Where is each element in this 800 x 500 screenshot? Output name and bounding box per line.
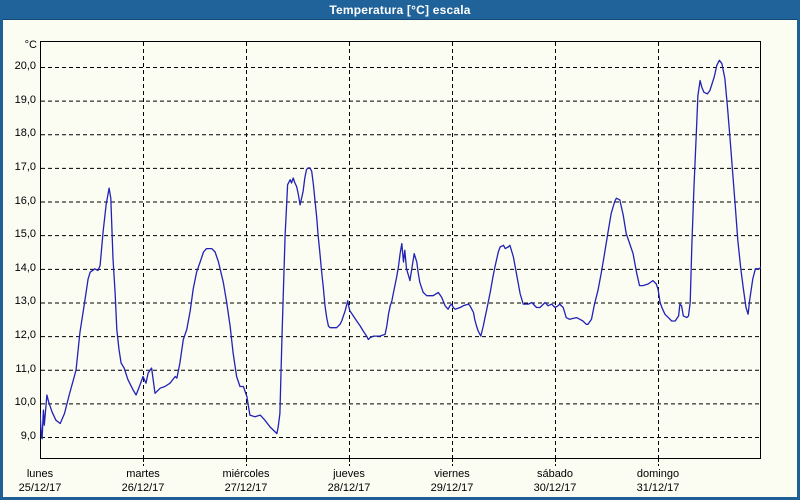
- day-date: 31/12/17: [636, 482, 680, 494]
- day-date: 26/12/17: [121, 482, 165, 494]
- day-name: lunes: [26, 468, 54, 480]
- y-axis-tick-label: 19,0: [14, 93, 36, 106]
- x-axis-day-label: miércoles 27/12/17: [198, 467, 294, 495]
- plot-area: [40, 41, 761, 466]
- y-axis-tick-label: 15,0: [14, 228, 36, 241]
- plot-frame: [40, 41, 761, 459]
- window-titlebar[interactable]: Temperatura [°C] escala: [0, 0, 800, 20]
- day-name: martes: [126, 468, 160, 480]
- y-axis-tick-label: 11,0: [15, 362, 36, 375]
- x-axis-day-label: lunes 25/12/17: [0, 467, 88, 495]
- temperature-chart-svg: [40, 41, 761, 466]
- x-axis-day-label: sábado 30/12/17: [507, 467, 603, 495]
- x-axis-day-label: jueves 28/12/17: [301, 467, 397, 495]
- y-axis-tick-label: 13,0: [14, 295, 36, 308]
- y-axis-tick-label: 10,0: [14, 396, 36, 409]
- y-axis-tick-label: 9,0: [20, 430, 36, 442]
- x-axis-day-label: martes 26/12/17: [95, 467, 191, 495]
- window-title: Temperatura [°C] escala: [329, 2, 471, 17]
- window-border-bottom: [0, 497, 800, 500]
- x-axis-day-label: viernes 29/12/17: [404, 467, 500, 495]
- window-border-left: [0, 19, 3, 500]
- temperature-line: [40, 59, 761, 440]
- day-name: jueves: [333, 468, 365, 480]
- day-name: sábado: [536, 468, 574, 480]
- y-axis-tick-label: 17,0: [14, 160, 36, 173]
- day-date: 27/12/17: [224, 482, 268, 494]
- y-axis-unit-label: °C: [24, 39, 37, 51]
- y-axis-tick-label: 12,0: [14, 329, 36, 342]
- day-date: 25/12/17: [18, 482, 62, 494]
- window-border-right: [797, 19, 800, 500]
- day-date: 30/12/17: [533, 482, 577, 494]
- day-name: miércoles: [222, 468, 270, 480]
- y-axis-tick-label: 20,0: [14, 60, 36, 72]
- day-name: domingo: [636, 468, 680, 480]
- x-axis-day-label: domingo 31/12/17: [610, 467, 706, 495]
- day-date: 29/12/17: [430, 482, 474, 494]
- day-name: viernes: [434, 468, 470, 480]
- day-date: 28/12/17: [327, 482, 371, 494]
- y-axis-tick-label: 14,0: [14, 261, 36, 274]
- y-axis-tick-label: 18,0: [14, 127, 36, 140]
- y-axis-tick-label: 16,0: [14, 194, 36, 207]
